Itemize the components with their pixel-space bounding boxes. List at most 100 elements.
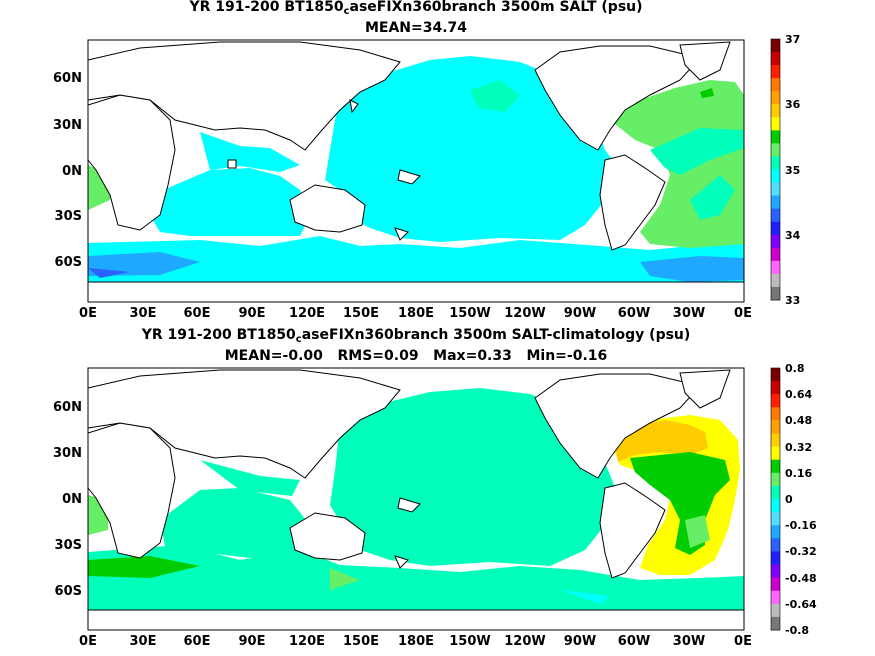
p1-colorbar-swatch (771, 273, 780, 288)
p2-colorbar-tick-label: 0.48 (785, 414, 813, 428)
p2-colorbar-swatch (771, 485, 780, 500)
p1-lon-label: 180E (397, 306, 435, 321)
p2-lon-label: 120E (288, 634, 326, 649)
p1-lon-label: 0E (79, 306, 97, 321)
p2-lat-label-0n: 0N (62, 492, 82, 507)
p1-colorbar-tick-label: 37 (785, 33, 801, 46)
p1-colorbar-swatch (771, 247, 780, 262)
p1-lon-label: 150W (449, 306, 491, 321)
p2-colorbar-swatch (771, 512, 780, 526)
p1-lat-label-30n: 30N (53, 118, 82, 133)
p1-lon-label: 120W (504, 306, 546, 321)
p1-colorbar-swatch (771, 208, 780, 223)
p1-colorbar-tick-label: 33 (785, 294, 801, 307)
panel1-title: YR 191-200 BT1850caseFIXn360branch 3500m… (189, 0, 643, 17)
p2-colorbar-tick-label: -0.8 (785, 624, 810, 637)
p2-colorbar-tick-label: 0.32 (785, 440, 813, 454)
p1-colorbar-tick-label: 35 (785, 163, 801, 177)
panel1-map (88, 40, 744, 302)
p2-colorbar-frame (770, 367, 781, 631)
p1-colorbar-swatch (771, 91, 780, 105)
p2-colorbar-tick-label: -0.64 (785, 597, 817, 611)
p2-colorbar-tick-label: -0.16 (785, 519, 817, 533)
p1-colorbar-tick-label: 34 (785, 228, 801, 242)
p1-lon-label: 90W (563, 306, 597, 321)
panel2-stats: MEAN=-0.00 RMS=0.09 Max=0.33 Min=-0.16 (224, 348, 608, 364)
panel2-colorbar (770, 367, 781, 631)
p2-colorbar-swatch (771, 459, 780, 474)
p2-lon-label: 60W (617, 634, 651, 649)
p2-colorbar-swatch (771, 394, 780, 408)
p2-colorbar-tick-label: -0.32 (785, 545, 817, 559)
p2-lat-label-60s: 60S (54, 584, 82, 599)
p2-colorbar-swatch (771, 433, 780, 447)
p2-lon-label: 30E (129, 634, 157, 649)
p1-colorbar-swatch (771, 117, 780, 131)
p2-colorbar-swatch (771, 590, 780, 605)
p2-lat-label-30s: 30S (54, 538, 82, 553)
p2-colorbar-swatch (771, 577, 780, 592)
p1-lat-label-30s: 30S (54, 209, 82, 224)
p1-colorbar-tick-label: 36 (785, 98, 801, 112)
p1-lon-label: 60W (617, 306, 651, 321)
p2-colorbar-tick-label: 0.8 (785, 362, 805, 375)
p2-colorbar-swatch (771, 368, 780, 382)
p1-lon-label: 150E (342, 306, 380, 321)
p1-lat-label-0n: 0N (62, 164, 82, 179)
p2-colorbar-swatch (771, 499, 780, 513)
p2-colorbar-swatch (771, 551, 780, 565)
p1-colorbar-swatch (771, 182, 780, 196)
p1-colorbar-swatch (771, 143, 780, 157)
p2-lon-label: 150W (449, 634, 491, 649)
p1-colorbar-swatch (771, 195, 780, 210)
p1-lon-label: 90E (238, 306, 266, 321)
panel2-title: YR 191-200 BT1850caseFIXn360branch 3500m… (141, 327, 691, 345)
p2-lon-label: 0E (79, 634, 97, 649)
p2-colorbar-swatch (771, 616, 780, 631)
p1-colorbar-swatch (771, 78, 780, 92)
p1-colorbar-swatch (771, 156, 780, 170)
p1-colorbar-swatch (771, 130, 780, 144)
p1-colorbar-swatch (771, 286, 780, 301)
p1-colorbar-swatch (771, 260, 780, 275)
p2-lon-label: 90W (563, 634, 597, 649)
p2-colorbar-tick-label: 0 (785, 493, 793, 506)
p2-colorbar-tick-label: 0.64 (785, 388, 813, 402)
p1-lat-label-60s: 60S (54, 255, 82, 270)
p2-colorbar-swatch (771, 538, 780, 552)
p1-colorbar-swatch (771, 169, 780, 183)
p1-lon-label: 30E (129, 306, 157, 321)
p2-colorbar-swatch (771, 564, 780, 578)
p1-lon-label: 0E (734, 306, 752, 321)
p2-colorbar-swatch (771, 420, 780, 434)
p1-colorbar-swatch (771, 104, 780, 118)
p2-colorbar-tick-label: 0.16 (785, 466, 813, 480)
panel1-stats: MEAN=34.74 (364, 20, 468, 36)
p2-colorbar-swatch (771, 381, 780, 395)
p2-lat-label-60n: 60N (53, 400, 82, 415)
p1-lon-label: 60E (183, 306, 211, 321)
panel1-colorbar (770, 38, 781, 301)
p1-colorbar-swatch (771, 65, 780, 79)
p2-lon-label: 30W (672, 634, 706, 649)
p1-colorbar-frame (770, 38, 781, 301)
p2-colorbar-swatch (771, 603, 780, 618)
panel2-map (88, 368, 744, 630)
p2-lat-label-30n: 30N (53, 446, 82, 461)
p2-lon-label: 60E (183, 634, 211, 649)
p1-lon-label: 30W (672, 306, 706, 321)
p2-colorbar-swatch (771, 472, 780, 487)
p1-colorbar-swatch (771, 234, 780, 249)
p1-lon-label: 120E (288, 306, 326, 321)
p2-lon-label: 120W (504, 634, 546, 649)
p2-colorbar-swatch (771, 407, 780, 421)
p2-lon-label: 90E (238, 634, 266, 649)
p2-lon-label: 0E (734, 634, 752, 649)
p1-colorbar-swatch (771, 39, 780, 53)
p2-colorbar-tick-label: -0.48 (785, 571, 817, 585)
p1-colorbar-swatch (771, 221, 780, 236)
p2-colorbar-swatch (771, 446, 780, 461)
p2-colorbar-swatch (771, 525, 780, 539)
p1-lat-label-60n: 60N (53, 71, 82, 86)
